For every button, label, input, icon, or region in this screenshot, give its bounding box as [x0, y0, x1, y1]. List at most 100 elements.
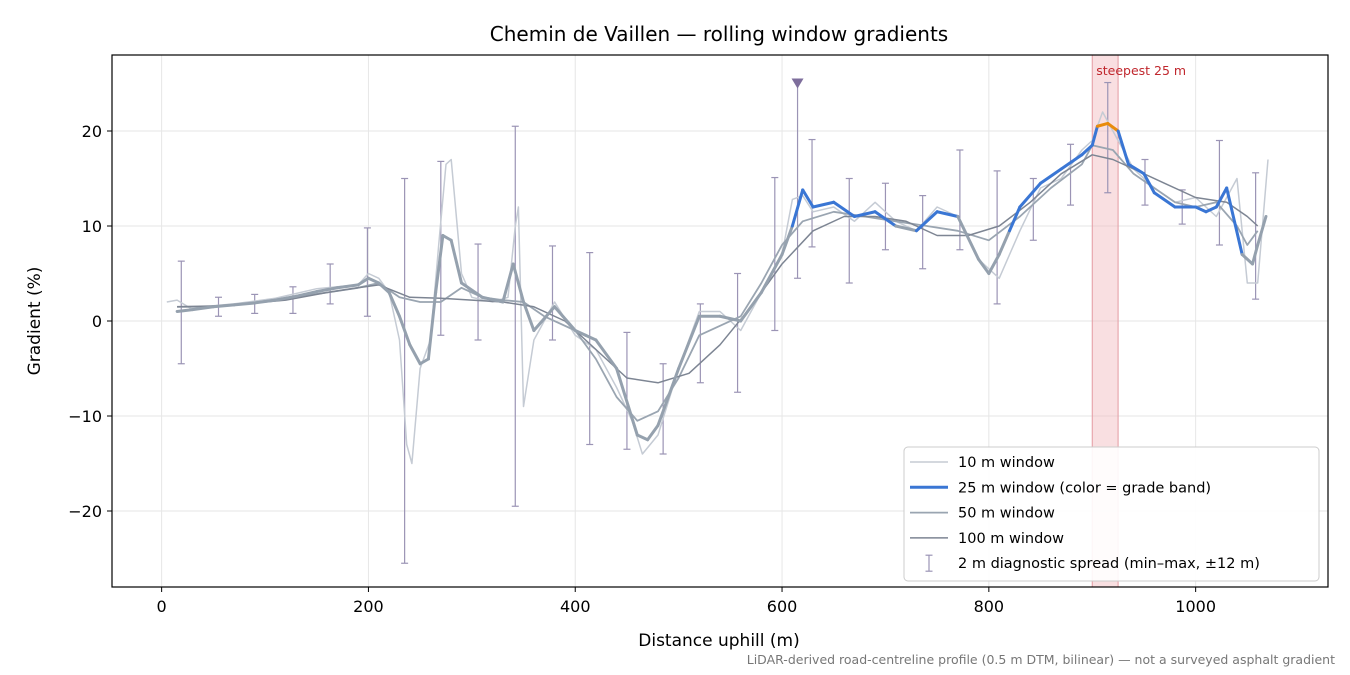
x-tick-label-4: 800 — [974, 597, 1005, 616]
series-segment-25m-32 — [646, 424, 660, 442]
series-segment-25m-22 — [501, 262, 515, 304]
series-segment-25m-67 — [1204, 205, 1218, 214]
series-segment-25m-58 — [1090, 124, 1099, 147]
x-tick-label-0: 0 — [157, 597, 167, 616]
x-tick-label-2: 400 — [560, 597, 591, 616]
series-line-50m — [177, 144, 1259, 422]
series-segment-25m-72 — [1256, 215, 1268, 247]
series-segment-25m-44 — [852, 210, 877, 218]
series-segment-25m-8 — [335, 283, 360, 290]
series-segment-25m-37 — [739, 291, 763, 323]
series-segment-25m-42 — [811, 200, 836, 209]
legend: 10 m window 25 m window (color = grade ba… — [903, 446, 1320, 582]
steepest-label: steepest 25 m — [1096, 63, 1186, 78]
series-segment-25m-30 — [615, 367, 639, 437]
series-segment-25m-62 — [1126, 162, 1146, 176]
series-segment-25m-46 — [894, 224, 918, 233]
series-segment-25m-48 — [935, 210, 960, 218]
series-segment-25m-36 — [718, 314, 743, 323]
legend-label-2: 50 m window — [958, 506, 1055, 522]
series-segment-25m-56 — [1059, 153, 1084, 171]
series-group — [166, 80, 1269, 564]
series-segment-25m-41 — [801, 188, 815, 209]
series-segment-25m-49 — [956, 215, 981, 261]
peak-marker — [791, 78, 804, 89]
series-segment-25m-38 — [759, 253, 784, 294]
series-segment-25m-50 — [977, 257, 991, 275]
series-segment-25m-39 — [780, 224, 794, 256]
series-segment-25m-23 — [511, 262, 526, 304]
series-segment-25m-55 — [1039, 167, 1063, 185]
series-segment-25m-70 — [1240, 253, 1255, 266]
series-segment-25m-17 — [434, 234, 445, 294]
y-tick-label-1: −10 — [68, 407, 102, 426]
y-tick-label-3: 10 — [82, 217, 102, 236]
series-segment-25m-33 — [656, 367, 681, 427]
series-segment-25m-59 — [1095, 121, 1110, 128]
series-segment-25m-69 — [1225, 186, 1244, 256]
series-segment-25m-10 — [366, 276, 381, 285]
series-segment-25m-40 — [790, 188, 805, 228]
series-segment-25m-71 — [1251, 243, 1260, 266]
y-tick-label-0: −20 — [68, 502, 102, 521]
series-segment-25m-14 — [408, 343, 422, 366]
series-segment-25m-63 — [1142, 172, 1156, 195]
series-segment-25m-13 — [397, 314, 412, 347]
series-segment-25m-60 — [1106, 121, 1120, 133]
y-tick-label-4: 20 — [82, 122, 102, 141]
series-segment-25m-52 — [997, 229, 1012, 256]
series-segment-25m-2 — [211, 303, 236, 309]
series-segment-25m-64 — [1152, 191, 1177, 209]
legend-label-0: 10 m window — [958, 455, 1055, 471]
series-segment-25m-47 — [914, 210, 939, 233]
series-segment-25m-31 — [635, 433, 650, 442]
y-axis-label: Gradient (%) — [25, 267, 45, 376]
series-segment-25m-29 — [594, 338, 619, 370]
series-segment-25m-66 — [1194, 205, 1208, 214]
legend-box — [903, 446, 1320, 582]
series-segment-25m-53 — [1008, 205, 1022, 233]
series-segment-25m-25 — [532, 305, 557, 332]
y-tick-label-2: 0 — [92, 312, 102, 331]
series-segment-25m-0 — [175, 308, 195, 313]
series-segment-25m-27 — [573, 329, 588, 337]
series-segment-25m-20 — [459, 281, 484, 299]
series-line-25m — [175, 121, 1268, 442]
series-segment-25m-19 — [449, 238, 463, 285]
series-segment-25m-12 — [387, 291, 401, 318]
x-axis-label: Distance uphill (m) — [638, 631, 799, 651]
chart-title: Chemin de Vaillen — rolling window gradi… — [490, 22, 948, 46]
series-segment-25m-15 — [418, 357, 430, 366]
legend-label-3: 100 m window — [958, 531, 1064, 547]
series-segment-25m-28 — [584, 333, 598, 342]
series-segment-25m-34 — [677, 314, 701, 370]
series-line-10m — [166, 111, 1269, 465]
series-segment-25m-7 — [315, 286, 339, 294]
series-segment-25m-24 — [522, 300, 536, 332]
legend-label-4: 2 m diagnostic spread (min–max, ±12 m) — [958, 556, 1260, 572]
series-segment-25m-16 — [426, 291, 438, 361]
series-segment-25m-43 — [832, 200, 856, 218]
x-tick-label-3: 600 — [767, 597, 798, 616]
series-segment-25m-26 — [553, 305, 577, 332]
series-segment-25m-57 — [1080, 143, 1094, 157]
series-segment-25m-45 — [873, 210, 898, 228]
series-segment-25m-61 — [1116, 129, 1130, 166]
x-tick-label-1: 200 — [353, 597, 384, 616]
series-segment-25m-54 — [1018, 181, 1043, 209]
series-segment-25m-9 — [356, 276, 370, 287]
series-segment-25m-4 — [253, 298, 277, 305]
footnote: LiDAR-derived road-centreline profile (0… — [747, 652, 1335, 667]
series-segment-25m-5 — [273, 294, 298, 302]
series-segment-25m-6 — [294, 290, 319, 298]
series-segment-25m-1 — [191, 305, 215, 312]
series-segment-25m-3 — [232, 301, 257, 307]
legend-label-1: 25 m window (color = grade band) — [958, 480, 1211, 496]
x-tick-label-5: 1000 — [1175, 597, 1216, 616]
series-segment-25m-68 — [1214, 186, 1229, 209]
series-segment-25m-11 — [377, 281, 391, 294]
series-segment-25m-21 — [480, 295, 505, 304]
series-segment-25m-51 — [987, 253, 1001, 275]
series-segment-25m-18 — [441, 234, 453, 242]
